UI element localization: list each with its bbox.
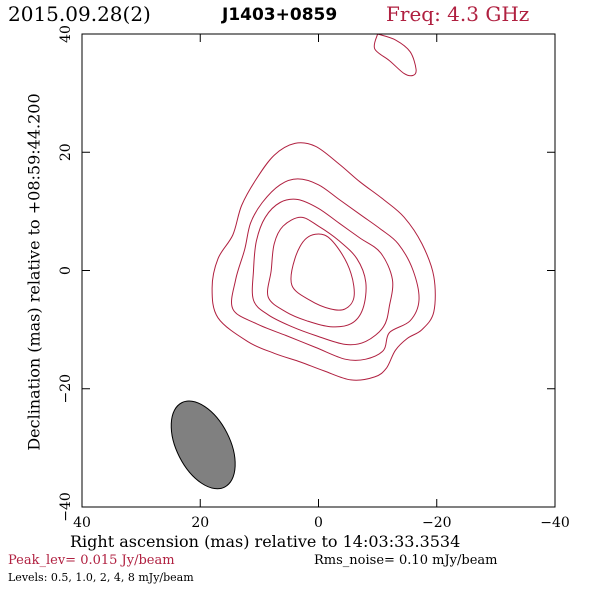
y-tick-label-2: 0 <box>58 266 74 275</box>
contour-level-3 <box>267 216 367 328</box>
contour-edge <box>373 34 417 77</box>
contour-level-4 <box>290 233 355 311</box>
beam-layer <box>170 400 236 490</box>
beam-ellipse <box>170 400 236 490</box>
peak-level: Peak_lev= 0.015 Jy/beam <box>8 553 175 568</box>
x-axis-label: Right ascension (mas) relative to 14:03:… <box>70 532 461 551</box>
y-tick-label-1: −20 <box>58 374 74 404</box>
contour-layer <box>211 34 436 381</box>
x-tick-label-2: 0 <box>314 515 323 531</box>
observation-date: 2015.09.28(2) <box>8 2 151 26</box>
x-tick-label-4: −40 <box>540 515 570 531</box>
x-tick-label-1: 20 <box>191 515 209 531</box>
source-name: J1403+0859 <box>222 5 338 25</box>
contour-level-1 <box>231 178 420 362</box>
y-tick-label-0: −40 <box>58 492 74 522</box>
rms-noise: Rms_noise= 0.10 mJy/beam <box>314 553 498 568</box>
tick-layer: 40 20 0 −20 −40 −40 −20 0 20 40 <box>58 25 570 531</box>
y-axis-label: Declination (mas) relative to +08:59:44.… <box>24 93 44 451</box>
frequency-label: Freq: 4.3 GHz <box>386 2 530 26</box>
x-tick-label-3: −20 <box>422 515 452 531</box>
y-tick-label-4: 40 <box>58 25 74 43</box>
y-tick-label-3: 20 <box>58 143 74 161</box>
plot-frame <box>81 33 556 508</box>
contour-level-0 <box>211 142 436 381</box>
x-tick-label-0: 40 <box>73 515 91 531</box>
contour-level-2 <box>251 198 394 346</box>
contour-levels: Levels: 0.5, 1.0, 2, 4, 8 mJy/beam <box>8 571 194 584</box>
